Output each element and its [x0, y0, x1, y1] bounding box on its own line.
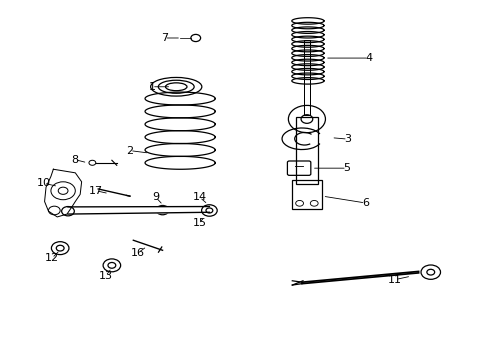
Text: 15: 15	[192, 218, 206, 228]
Text: 9: 9	[152, 192, 159, 202]
Bar	[292, 180, 321, 209]
Text: 5: 5	[343, 163, 350, 173]
Text: 6: 6	[361, 198, 368, 208]
Text: 14: 14	[192, 192, 206, 202]
Text: 16: 16	[131, 248, 145, 258]
Text: 11: 11	[387, 275, 401, 285]
Text: 12: 12	[45, 253, 59, 263]
Bar	[296, 117, 317, 184]
Text: 8: 8	[71, 154, 78, 165]
Text: 7: 7	[161, 33, 168, 43]
Text: 10: 10	[37, 178, 50, 188]
Text: 13: 13	[98, 271, 112, 281]
Text: 4: 4	[365, 53, 372, 63]
Bar	[303, 40, 310, 116]
Text: 1: 1	[148, 82, 155, 92]
Text: 3: 3	[344, 134, 351, 144]
Text: 2: 2	[126, 145, 133, 156]
Polygon shape	[68, 207, 209, 214]
Text: 17: 17	[89, 186, 103, 196]
